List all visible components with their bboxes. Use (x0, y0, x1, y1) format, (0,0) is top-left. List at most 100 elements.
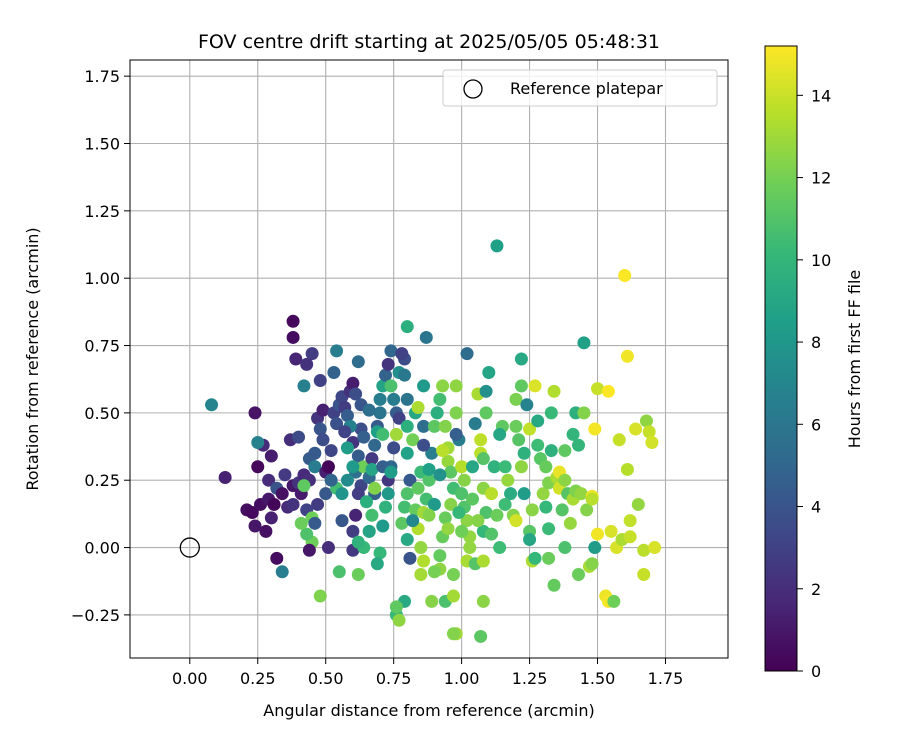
data-point (262, 473, 276, 487)
data-point (316, 403, 330, 417)
data-point (379, 500, 393, 514)
y-tick-label: −0.25 (71, 606, 120, 625)
data-points (205, 239, 662, 643)
data-point (395, 347, 409, 361)
data-point (623, 530, 637, 544)
legend: Reference platepar (442, 69, 718, 107)
data-point (501, 473, 515, 487)
data-point (411, 481, 425, 495)
data-point (267, 497, 281, 511)
data-point (479, 406, 493, 420)
data-point (302, 543, 316, 557)
data-point (376, 427, 390, 441)
data-point (398, 500, 412, 514)
data-point (433, 468, 447, 482)
data-point (504, 487, 518, 501)
data-point (400, 487, 414, 501)
data-point (422, 462, 436, 476)
x-tick-label: 0.50 (308, 669, 344, 688)
data-point (476, 594, 490, 608)
data-point (531, 414, 545, 428)
data-point (330, 344, 344, 358)
data-point (460, 514, 474, 528)
data-point (305, 347, 319, 361)
data-point (406, 514, 420, 528)
data-point (259, 524, 273, 538)
data-point (346, 524, 360, 538)
data-point (373, 546, 387, 560)
data-point (321, 541, 335, 555)
data-point (368, 438, 382, 452)
data-point (490, 508, 504, 522)
data-point (436, 444, 450, 458)
data-point (455, 524, 469, 538)
y-tick-label: 0.75 (84, 337, 120, 356)
data-point (476, 452, 490, 466)
data-point (351, 449, 365, 463)
data-point (251, 460, 265, 474)
data-point (419, 330, 433, 344)
data-point (264, 511, 278, 525)
colorbar-tick-label: 10 (811, 251, 831, 270)
colorbar-label: Hours from first FF file (845, 270, 864, 449)
data-point (444, 465, 458, 479)
data-point (509, 392, 523, 406)
data-point (514, 460, 528, 474)
data-point (286, 330, 300, 344)
data-point (531, 438, 545, 452)
data-point (509, 514, 523, 528)
data-point (403, 551, 417, 565)
x-axis-label: Angular distance from reference (arcmin) (263, 701, 594, 720)
data-point (365, 462, 379, 476)
data-point (297, 379, 311, 393)
data-point (493, 427, 507, 441)
data-point (648, 541, 662, 555)
data-point (585, 492, 599, 506)
data-point (449, 379, 463, 393)
data-point (514, 352, 528, 366)
data-point (245, 506, 259, 520)
data-point (300, 357, 314, 371)
data-point (446, 567, 460, 581)
data-point (539, 460, 553, 474)
data-point (539, 500, 553, 514)
data-point (313, 422, 327, 436)
data-point (368, 481, 382, 495)
data-point (351, 487, 365, 501)
data-point (400, 446, 414, 460)
data-point (528, 379, 542, 393)
colorbar-tick-label: 6 (811, 415, 821, 434)
data-point (574, 487, 588, 501)
data-point (485, 527, 499, 541)
data-point (384, 379, 398, 393)
data-point (319, 487, 333, 501)
legend-box (442, 69, 718, 107)
data-point (493, 541, 507, 555)
data-point (438, 419, 452, 433)
colorbar-frame (764, 45, 798, 672)
data-point (373, 406, 387, 420)
data-point (623, 514, 637, 528)
data-point (512, 433, 526, 447)
y-tick-label: 1.25 (84, 202, 120, 221)
data-point (514, 379, 528, 393)
data-point (411, 400, 425, 414)
data-point (349, 508, 363, 522)
data-point (444, 497, 458, 511)
data-point (547, 384, 561, 398)
colorbar-gradient (765, 46, 797, 671)
data-point (588, 422, 602, 436)
data-point (490, 239, 504, 253)
data-point (338, 425, 352, 439)
data-point (400, 419, 414, 433)
data-point (637, 543, 651, 557)
reference-layer (179, 537, 200, 558)
data-point (555, 503, 569, 517)
colorbar-tick-label: 0 (811, 662, 821, 681)
data-point (417, 419, 431, 433)
data-point (629, 422, 643, 436)
data-point (612, 433, 626, 447)
data-point (218, 471, 232, 485)
data-point (620, 462, 634, 476)
